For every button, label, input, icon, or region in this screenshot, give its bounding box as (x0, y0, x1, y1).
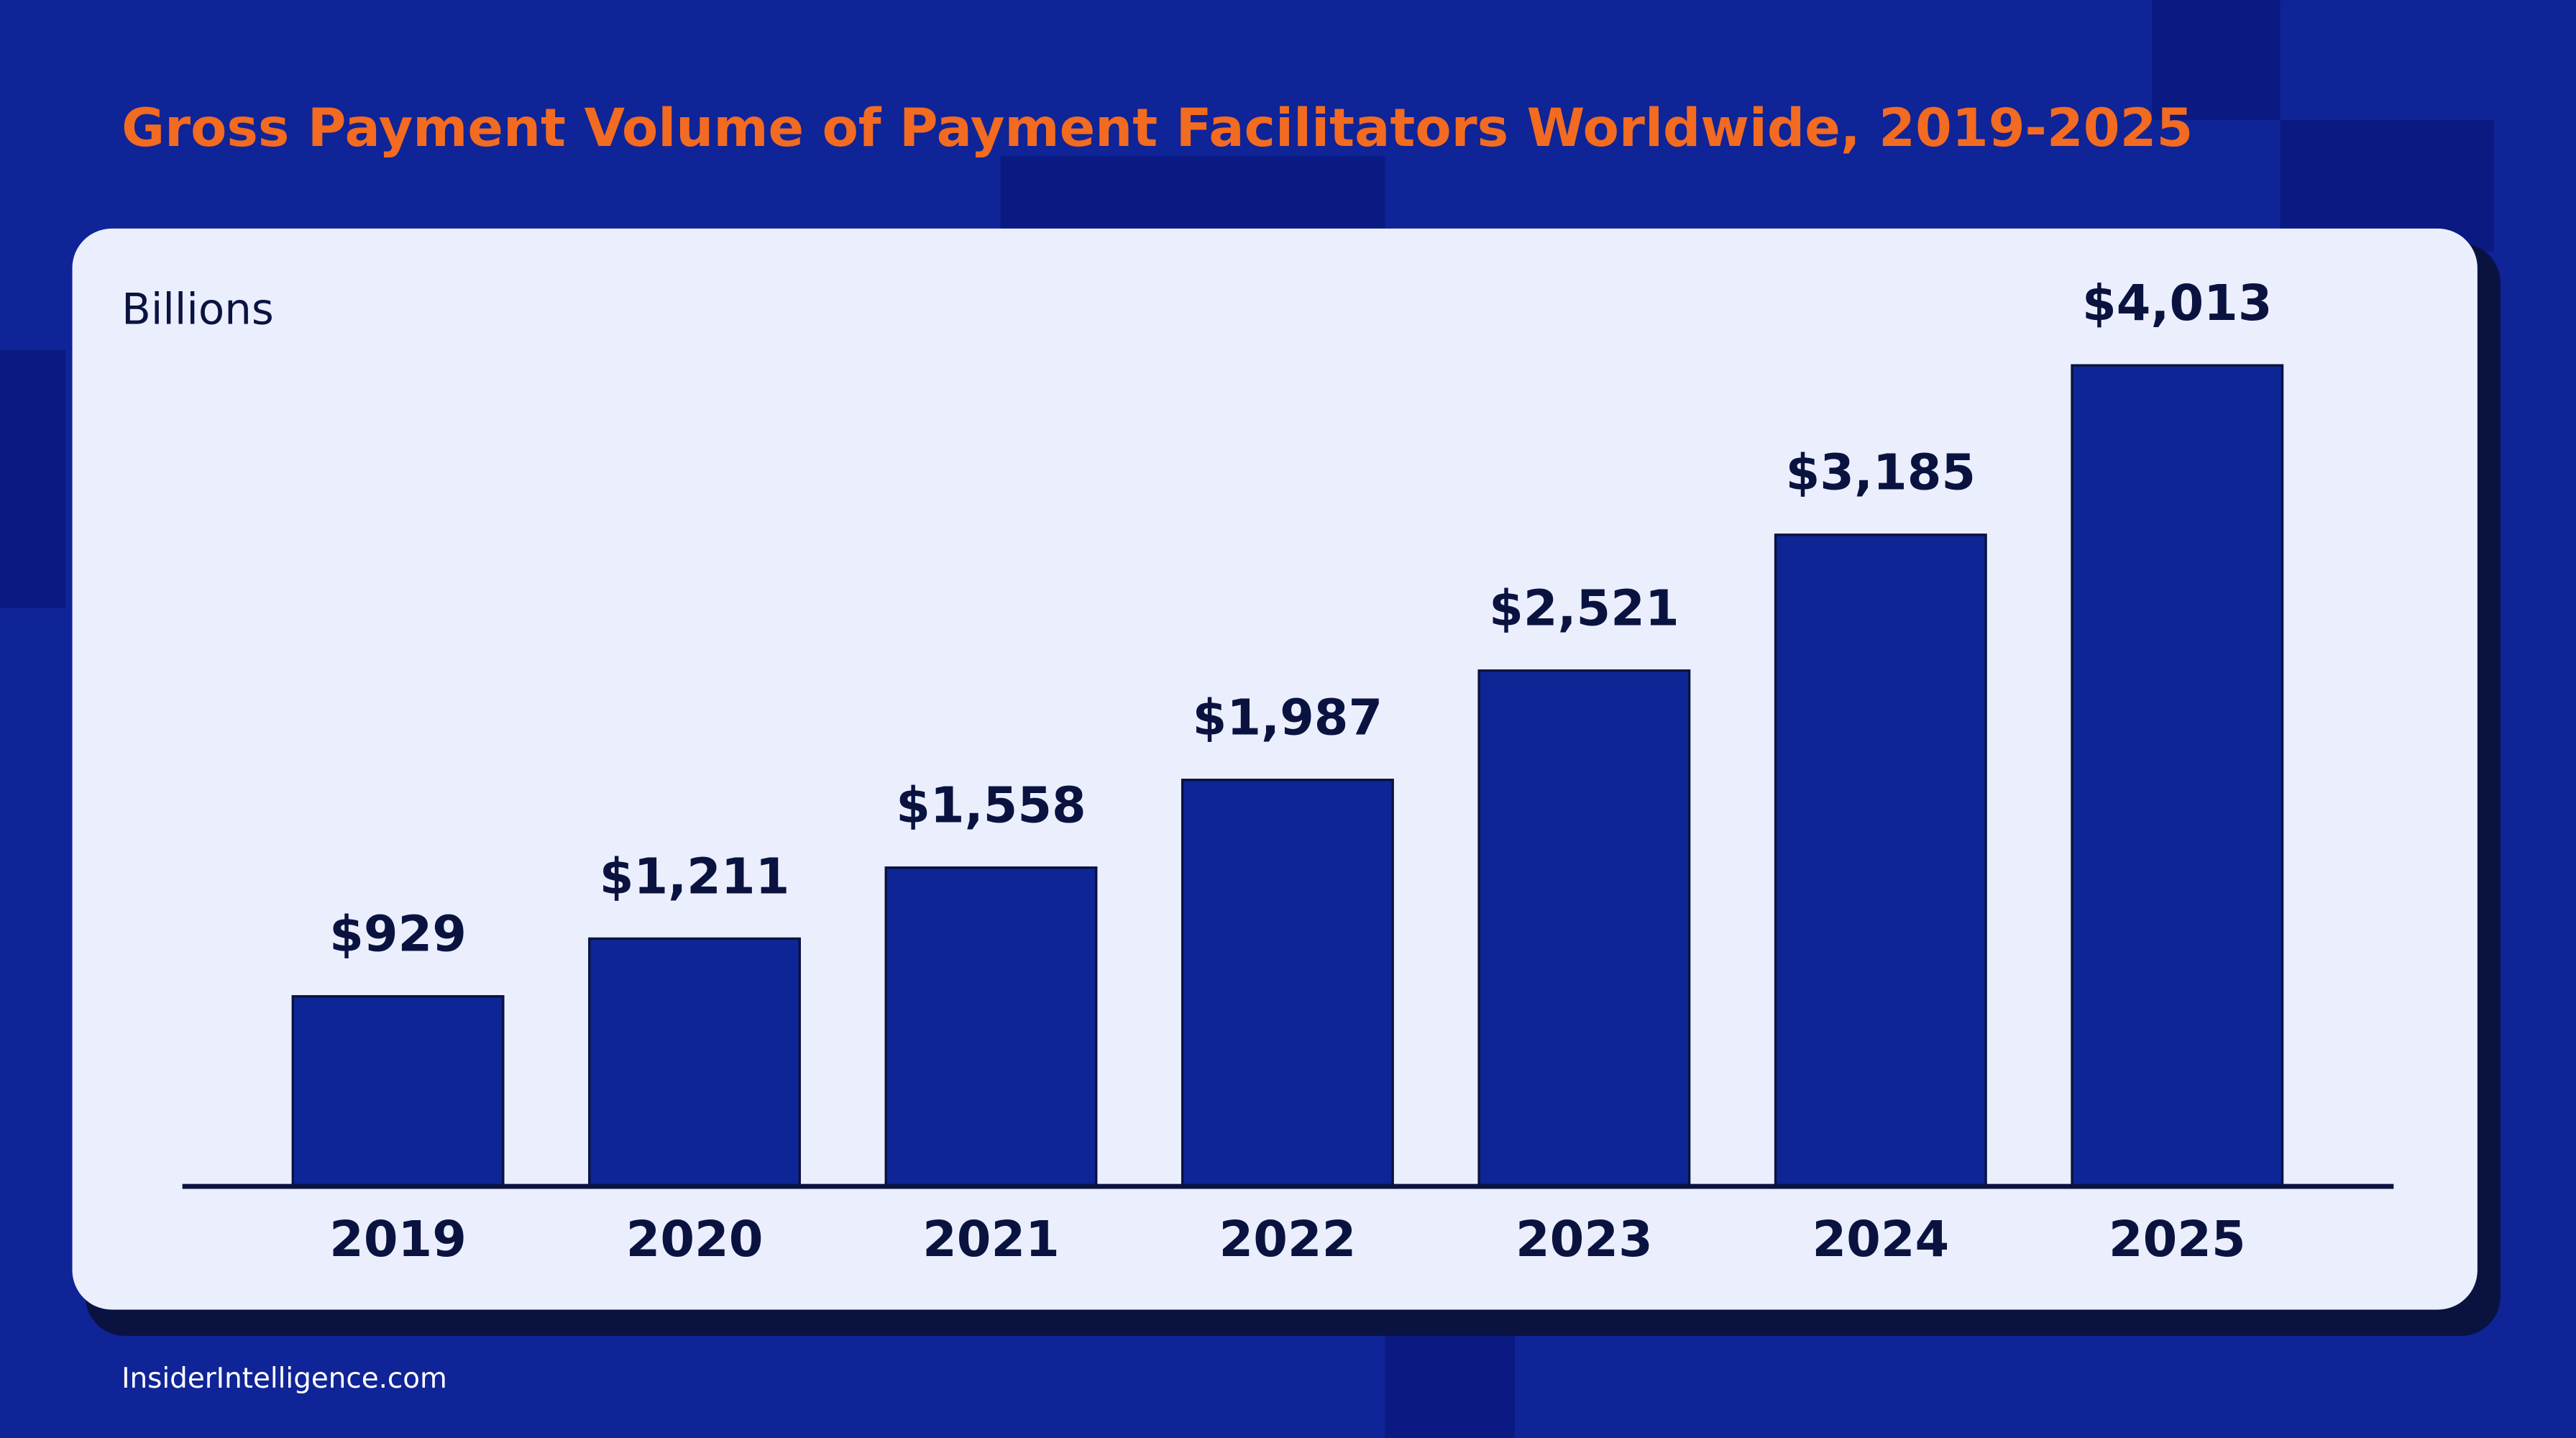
value-label: $1,987 (1193, 689, 1383, 746)
value-label: $1,558 (896, 777, 1086, 835)
bar (1774, 533, 1987, 1188)
x-tick-label: 2024 (1812, 1211, 1949, 1268)
x-tick-label: 2021 (922, 1211, 1060, 1268)
value-label: $4,013 (2082, 275, 2273, 332)
bar (588, 937, 801, 1188)
bar (291, 995, 505, 1188)
value-label: $2,521 (1489, 580, 1679, 638)
x-tick-label: 2025 (2109, 1211, 2246, 1268)
bar (2071, 364, 2284, 1188)
value-label: $3,185 (1786, 444, 1976, 502)
x-tick-label: 2023 (1516, 1211, 1653, 1268)
x-tick-label: 2022 (1219, 1211, 1357, 1268)
unit-label: Billions (122, 285, 274, 335)
bar (1477, 669, 1691, 1188)
value-label: $929 (329, 906, 467, 963)
chart-title: Gross Payment Volume of Payment Facilita… (122, 98, 2193, 159)
bar (1181, 778, 1394, 1188)
bar (884, 866, 1098, 1188)
source: InsiderIntelligence.com (122, 1363, 447, 1395)
x-tick-label: 2019 (329, 1211, 467, 1268)
x-tick-label: 2020 (626, 1211, 764, 1268)
value-label: $1,211 (600, 848, 790, 905)
